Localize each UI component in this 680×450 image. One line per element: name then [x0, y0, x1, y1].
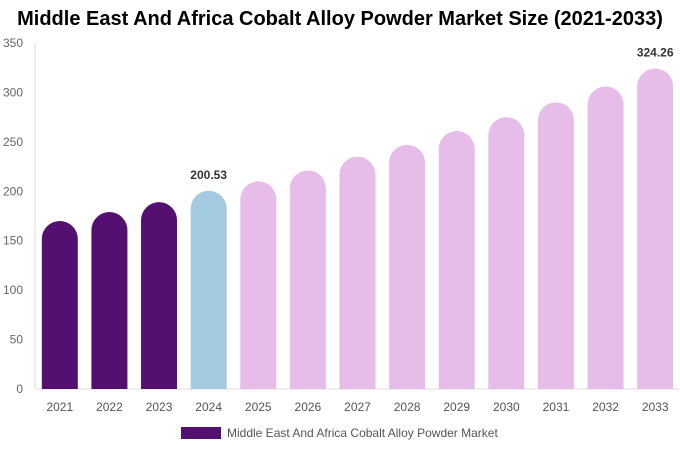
data-label: 324.26	[637, 45, 674, 59]
bar-2028	[389, 144, 426, 389]
y-tick-label: 50	[10, 333, 24, 347]
chart-title: Middle East And Africa Cobalt Alloy Powd…	[17, 8, 663, 30]
data-label: 200.53	[190, 168, 227, 182]
x-tick-label: 2027	[344, 400, 371, 414]
bar-2026	[289, 170, 326, 389]
y-tick-label: 200	[3, 184, 23, 198]
bar-2032	[587, 86, 624, 390]
x-tick-label: 2025	[245, 400, 272, 414]
bar-2025	[240, 181, 277, 389]
bar-2023	[141, 202, 178, 389]
y-tick-label: 150	[3, 234, 23, 248]
y-tick-label: 100	[3, 283, 23, 297]
x-tick-label: 2022	[96, 400, 123, 414]
bar-2021	[41, 220, 78, 389]
y-tick-label: 0	[16, 382, 23, 396]
legend-label: Middle East And Africa Cobalt Alloy Powd…	[227, 426, 498, 440]
x-tick-label: 2033	[642, 400, 669, 414]
bar-2022	[91, 212, 128, 389]
x-tick-label: 2030	[493, 400, 520, 414]
legend: Middle East And Africa Cobalt Alloy Powd…	[181, 426, 498, 440]
x-tick-label: 2029	[443, 400, 470, 414]
legend-swatch	[181, 427, 221, 439]
x-tick-label: 2024	[195, 400, 222, 414]
bar-2031	[537, 102, 574, 390]
x-tick-label: 2021	[46, 400, 73, 414]
bar-2027	[339, 156, 376, 389]
bar-2030	[488, 117, 525, 389]
x-tick-label: 2023	[146, 400, 173, 414]
x-tick-label: 2031	[543, 400, 570, 414]
bar-2024	[190, 190, 227, 389]
y-tick-label: 250	[3, 135, 23, 149]
x-tick-label: 2032	[592, 400, 619, 414]
y-tick-label: 300	[3, 85, 23, 99]
x-tick-label: 2028	[394, 400, 421, 414]
bar-2033	[637, 68, 674, 389]
y-tick-label: 350	[3, 36, 23, 50]
x-tick-label: 2026	[295, 400, 322, 414]
bar-2029	[438, 130, 475, 390]
